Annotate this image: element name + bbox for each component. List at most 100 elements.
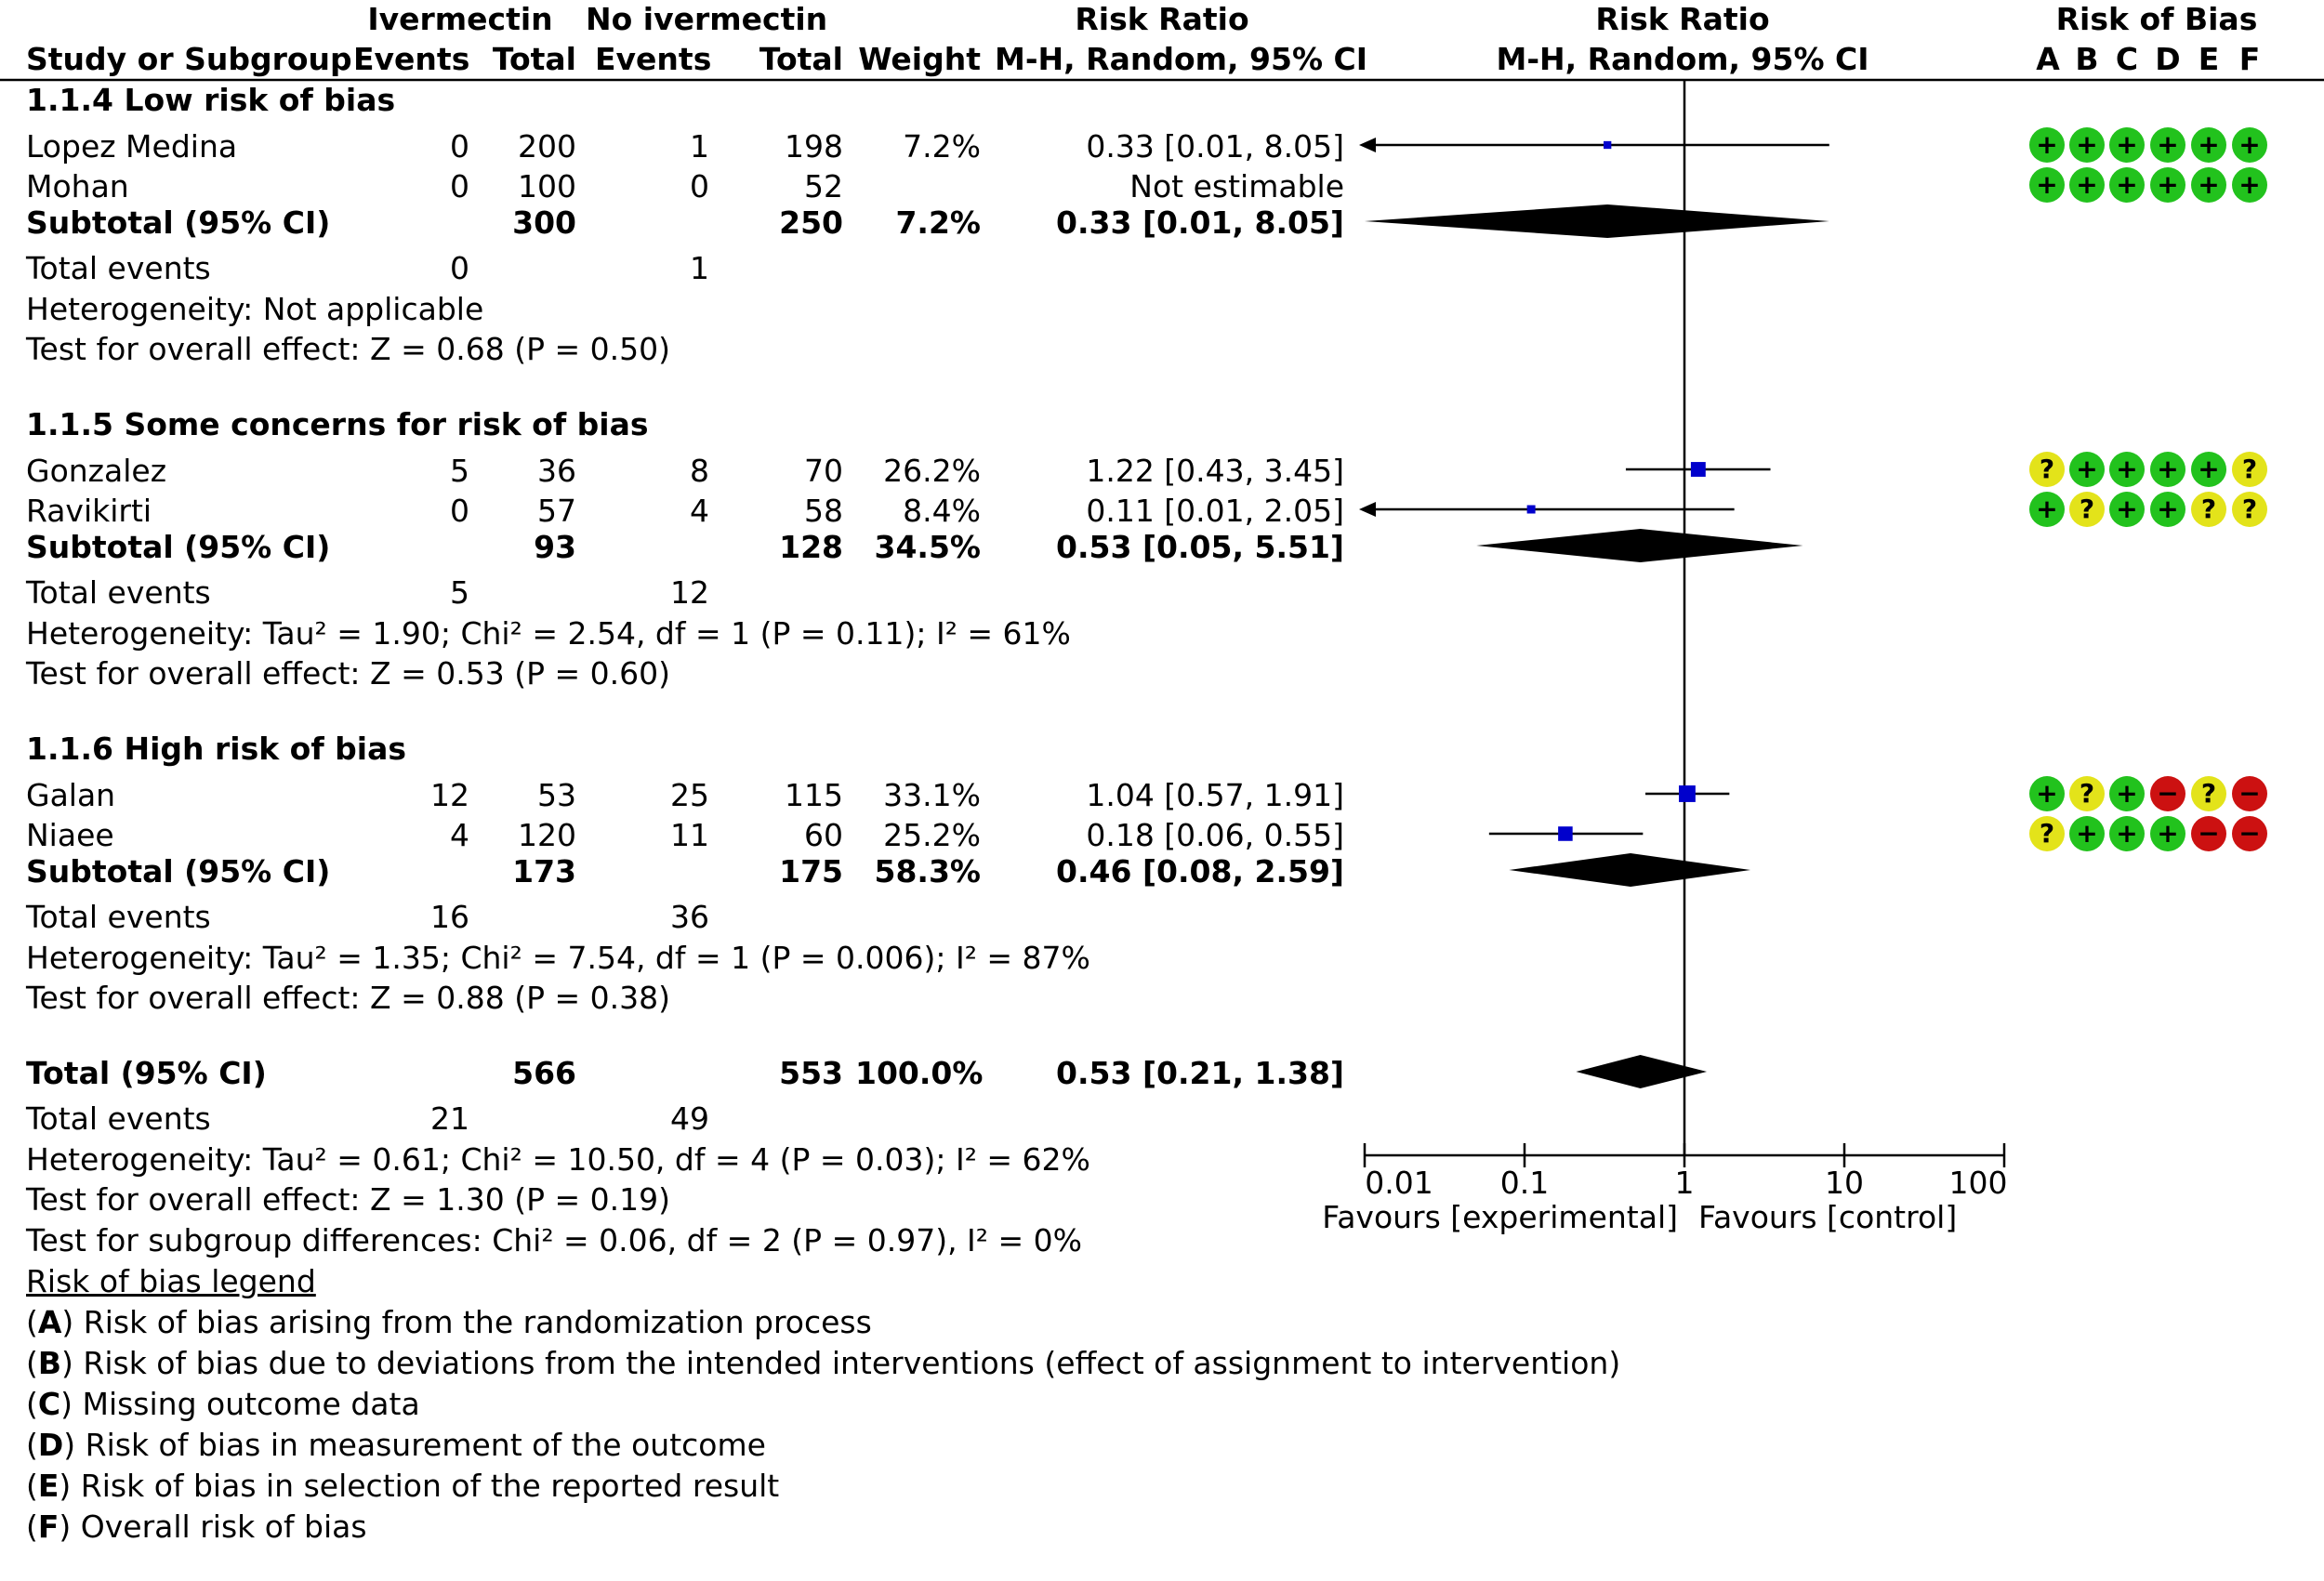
events1-cell: 0 [450,168,469,204]
risk-of-bias-dot: + [2150,127,2185,163]
point-estimate-square [1690,462,1706,477]
risk-of-bias-dot: + [2109,492,2145,527]
legend-item-e: (E) Risk of bias in selection of the rep… [26,1468,780,1504]
risk-of-bias-dot: ? [2191,492,2226,527]
ci-cell: 0.33 [0.01, 8.05] [1086,128,1344,165]
risk-of-bias-dot: + [2069,816,2105,851]
method-plot-header: M-H, Random, 95% CI [1496,41,1869,77]
weight-cell: 26.2% [883,453,981,489]
subtotal-weight: 7.2% [895,204,981,241]
rob-letter-a: A [2036,41,2060,77]
axis-tick-label: 100 [1948,1165,2008,1201]
events2-cell: 4 [690,493,709,529]
events1-cell: 5 [450,453,469,489]
subgroup-title: 1.1.5 Some concerns for risk of bias [26,406,649,442]
subtotal-total1: 173 [512,853,576,889]
risk-of-bias-dot: + [2069,127,2105,163]
total2-cell: 198 [785,128,843,165]
risk-of-bias-dot: + [2109,167,2145,203]
risk-of-bias-dot: + [2232,167,2267,203]
risk-of-bias-dot: + [2150,452,2185,487]
group2-header: No ivermectin [586,1,828,37]
study-name: Galan [26,777,116,813]
study-name: Ravikirti [26,493,152,529]
heterogeneity-text: Heterogeneity: Tau² = 0.61; Chi² = 10.50… [26,1141,1090,1178]
rob-header: Risk of Bias [2055,1,2258,37]
events2-header: Events [595,41,712,77]
events1-header: Events [353,41,470,77]
total-ci: 0.53 [0.21, 1.38] [1056,1055,1344,1091]
risk-of-bias-dot: ? [2191,776,2226,811]
legend-title: Risk of bias legend [26,1263,316,1299]
total-total1: 566 [512,1055,576,1091]
point-estimate-square [1526,505,1536,514]
total-label: Total (95% CI) [26,1055,267,1091]
ci-cell: 0.11 [0.01, 2.05] [1086,493,1344,529]
total2-cell: 115 [785,777,843,813]
weight-header: Weight [858,41,981,77]
risk-of-bias-dot: − [2150,776,2185,811]
subtotal-label: Subtotal (95% CI) [26,529,331,565]
events2-cell: 1 [690,128,709,165]
total1-cell: 120 [518,817,576,853]
subtotal-total2: 128 [779,529,843,565]
total-events-1: 21 [430,1100,469,1137]
total1-cell: 53 [537,777,576,813]
risk-of-bias-dot: + [2109,776,2145,811]
total1-cell: 200 [518,128,576,165]
total-total2: 553 [779,1055,843,1091]
ci-cell: Not estimable [1129,168,1344,204]
legend-item-b: (B) Risk of bias due to deviations from … [26,1345,1621,1381]
risk-of-bias-dot: ? [2232,492,2267,527]
events1-cell: 0 [450,493,469,529]
subgroup-title: 1.1.6 High risk of bias [26,731,407,767]
total-events-1: 0 [450,250,469,286]
risk-of-bias-dot: + [2191,167,2226,203]
risk-of-bias-dot: + [2029,167,2065,203]
total-events-1: 5 [450,574,469,611]
weight-cell: 8.4% [903,493,981,529]
study-name: Niaee [26,817,114,853]
subgroup-differences-text: Test for subgroup differences: Chi² = 0.… [26,1222,1082,1258]
total2-cell: 58 [804,493,843,529]
axis-tick-label: 0.1 [1499,1165,1550,1201]
events2-cell: 8 [690,453,709,489]
overall-effect-text: Test for overall effect: Z = 0.88 (P = 0… [26,980,670,1016]
subtotal-ci: 0.46 [0.08, 2.59] [1056,853,1344,889]
risk-of-bias-dot: + [2069,452,2105,487]
ci-arrow [1359,138,1376,152]
risk-of-bias-dot: + [2109,127,2145,163]
overall-effect-text: Test for overall effect: Z = 0.53 (P = 0… [26,655,670,692]
subtotal-label: Subtotal (95% CI) [26,204,331,241]
study-name: Gonzalez [26,453,167,489]
point-estimate-square [1558,826,1573,841]
legend-item-a: (A) Risk of bias arising from the random… [26,1304,872,1340]
risk-of-bias-dot: − [2191,816,2226,851]
total1-header: Total [492,41,576,77]
events1-cell: 4 [450,817,469,853]
ci-cell: 1.22 [0.43, 3.45] [1086,453,1344,489]
risk-of-bias-dot: − [2232,776,2267,811]
risk-of-bias-dot: ? [2029,452,2065,487]
overall-effect-text: Test for overall effect: Z = 0.68 (P = 0… [26,331,670,367]
events2-cell: 11 [670,817,709,853]
total2-cell: 52 [804,168,843,204]
total-events-2: 12 [670,574,709,611]
subtotal-total1: 300 [512,204,576,241]
study-column-header: Study or Subgroup [26,41,352,77]
favours-experimental-label: Favours [experimental] [1322,1199,1678,1235]
risk-of-bias-dot: ? [2069,492,2105,527]
heterogeneity-text: Heterogeneity: Tau² = 1.90; Chi² = 2.54,… [26,615,1071,652]
subtotal-diamond [1476,529,1803,562]
events1-cell: 12 [430,777,469,813]
subtotal-weight: 34.5% [874,529,982,565]
legend-item-f: (F) Overall risk of bias [26,1509,367,1545]
risk-of-bias-dot: + [2150,816,2185,851]
total-events-label: Total events [26,1100,211,1137]
rob-letter-e: E [2198,41,2220,77]
total1-cell: 36 [537,453,576,489]
events2-cell: 0 [690,168,709,204]
study-name: Lopez Medina [26,128,238,165]
subtotal-weight: 58.3% [874,853,982,889]
